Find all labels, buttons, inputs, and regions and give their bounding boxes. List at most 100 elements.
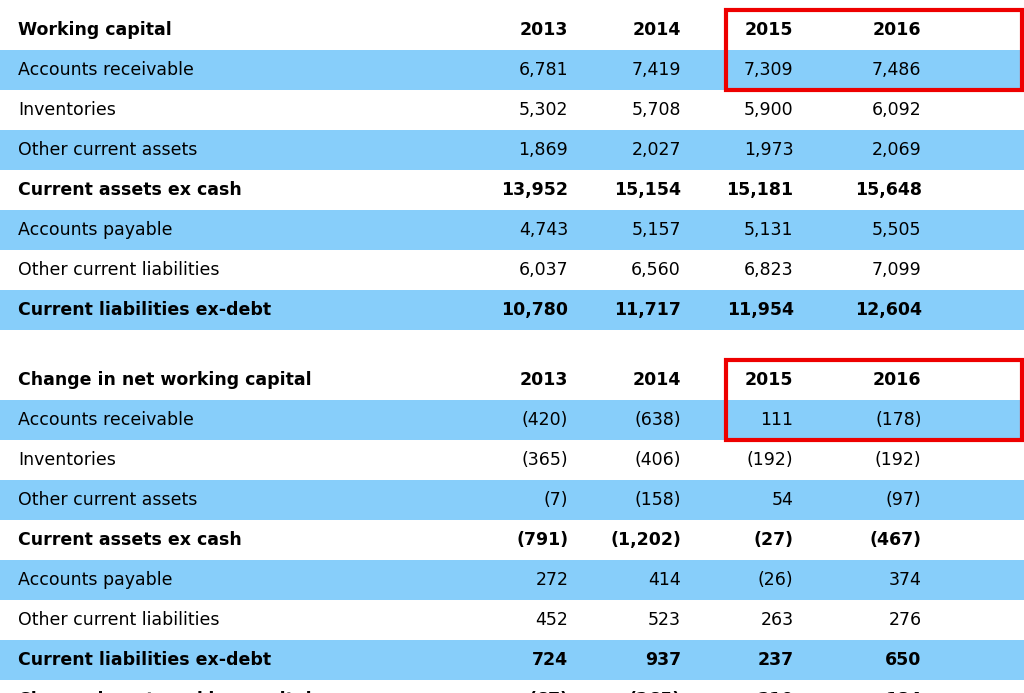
Text: 5,157: 5,157 — [632, 221, 681, 239]
Text: 2015: 2015 — [745, 21, 794, 39]
Text: 2,069: 2,069 — [871, 141, 922, 159]
Text: Change in net working capital: Change in net working capital — [18, 691, 312, 693]
Text: 6,560: 6,560 — [631, 261, 681, 279]
Text: (365): (365) — [521, 451, 568, 469]
Text: 1,869: 1,869 — [518, 141, 568, 159]
Text: Change in net working capital: Change in net working capital — [18, 371, 312, 389]
Text: 12,604: 12,604 — [855, 301, 922, 319]
Text: 452: 452 — [536, 611, 568, 629]
Text: 2016: 2016 — [873, 21, 922, 39]
Bar — [0, 130, 1024, 170]
Bar — [0, 440, 1024, 480]
Text: Accounts payable: Accounts payable — [18, 221, 173, 239]
Text: 2013: 2013 — [520, 371, 568, 389]
Text: Current liabilities ex-debt: Current liabilities ex-debt — [18, 651, 271, 669]
Text: (265): (265) — [629, 691, 681, 693]
Text: 15,181: 15,181 — [726, 181, 794, 199]
Bar — [0, 520, 1024, 560]
Text: 11,717: 11,717 — [614, 301, 681, 319]
Text: 2015: 2015 — [745, 371, 794, 389]
Text: 2,027: 2,027 — [632, 141, 681, 159]
Bar — [0, 290, 1024, 330]
Bar — [0, 480, 1024, 520]
Bar — [0, 250, 1024, 290]
Text: (97): (97) — [886, 491, 922, 509]
Bar — [0, 680, 1024, 693]
Bar — [0, 90, 1024, 130]
Text: Accounts receivable: Accounts receivable — [18, 61, 195, 79]
Text: 7,309: 7,309 — [744, 61, 794, 79]
Text: 2013: 2013 — [520, 21, 568, 39]
Text: Accounts receivable: Accounts receivable — [18, 411, 195, 429]
Text: Other current assets: Other current assets — [18, 141, 198, 159]
Text: (67): (67) — [528, 691, 568, 693]
Text: 6,781: 6,781 — [519, 61, 568, 79]
Text: 5,708: 5,708 — [632, 101, 681, 119]
Text: 2014: 2014 — [633, 21, 681, 39]
Text: 7,486: 7,486 — [872, 61, 922, 79]
Text: (27): (27) — [754, 531, 794, 549]
Text: 15,154: 15,154 — [614, 181, 681, 199]
Text: 237: 237 — [758, 651, 794, 669]
Bar — [0, 560, 1024, 600]
Text: 2016: 2016 — [873, 371, 922, 389]
Text: 5,302: 5,302 — [519, 101, 568, 119]
Text: 1,973: 1,973 — [744, 141, 794, 159]
Text: 10,780: 10,780 — [502, 301, 568, 319]
Text: 6,823: 6,823 — [744, 261, 794, 279]
Text: 7,419: 7,419 — [632, 61, 681, 79]
Text: Current assets ex cash: Current assets ex cash — [18, 531, 243, 549]
Bar — [0, 600, 1024, 640]
Text: 210: 210 — [757, 691, 794, 693]
Bar — [0, 210, 1024, 250]
Bar — [726, 10, 1022, 90]
Text: (1,202): (1,202) — [610, 531, 681, 549]
Text: (638): (638) — [634, 411, 681, 429]
Text: 7,099: 7,099 — [871, 261, 922, 279]
Text: Working capital: Working capital — [18, 21, 172, 39]
Bar — [0, 50, 1024, 90]
Text: (467): (467) — [869, 531, 922, 549]
Text: Other current liabilities: Other current liabilities — [18, 261, 220, 279]
Text: (406): (406) — [635, 451, 681, 469]
Text: 374: 374 — [889, 571, 922, 589]
Text: 54: 54 — [772, 491, 794, 509]
Text: 6,037: 6,037 — [519, 261, 568, 279]
Text: 414: 414 — [648, 571, 681, 589]
Text: 272: 272 — [536, 571, 568, 589]
Bar — [0, 360, 1024, 400]
Text: 11,954: 11,954 — [727, 301, 794, 319]
Text: Other current liabilities: Other current liabilities — [18, 611, 220, 629]
Text: 15,648: 15,648 — [855, 181, 922, 199]
Text: 13,952: 13,952 — [502, 181, 568, 199]
Text: Inventories: Inventories — [18, 101, 117, 119]
Text: (7): (7) — [544, 491, 568, 509]
Text: (158): (158) — [635, 491, 681, 509]
Text: 6,092: 6,092 — [871, 101, 922, 119]
Text: 937: 937 — [645, 651, 681, 669]
Text: Inventories: Inventories — [18, 451, 117, 469]
Text: 523: 523 — [648, 611, 681, 629]
Text: (178): (178) — [876, 411, 922, 429]
Bar — [726, 360, 1022, 440]
Text: Current liabilities ex-debt: Current liabilities ex-debt — [18, 301, 271, 319]
Text: 724: 724 — [532, 651, 568, 669]
Text: (192): (192) — [874, 451, 922, 469]
Text: 5,900: 5,900 — [744, 101, 794, 119]
Bar — [0, 170, 1024, 210]
Text: 184: 184 — [886, 691, 922, 693]
Text: (192): (192) — [746, 451, 794, 469]
Text: 2014: 2014 — [633, 371, 681, 389]
Text: 276: 276 — [889, 611, 922, 629]
Text: 111: 111 — [761, 411, 794, 429]
Text: 5,505: 5,505 — [872, 221, 922, 239]
Bar — [0, 640, 1024, 680]
Text: Other current assets: Other current assets — [18, 491, 198, 509]
Text: Current assets ex cash: Current assets ex cash — [18, 181, 243, 199]
Text: (791): (791) — [516, 531, 568, 549]
Text: Accounts payable: Accounts payable — [18, 571, 173, 589]
Text: 263: 263 — [761, 611, 794, 629]
Bar — [0, 400, 1024, 440]
Text: 650: 650 — [885, 651, 922, 669]
Text: 5,131: 5,131 — [744, 221, 794, 239]
